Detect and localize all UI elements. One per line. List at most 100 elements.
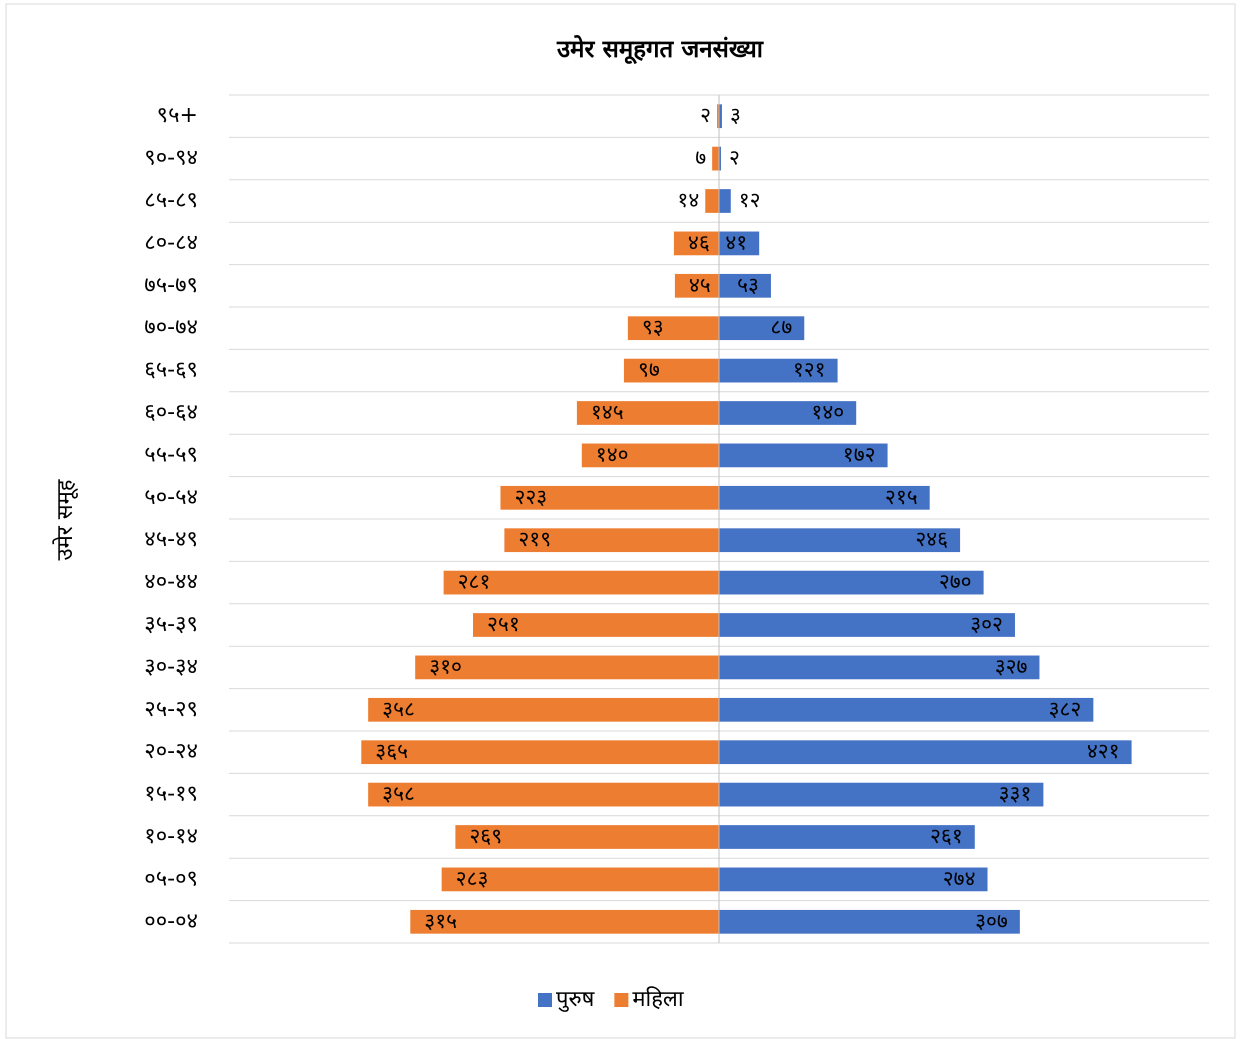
chart-title: उमेर समूहगत जनसंख्या xyxy=(556,35,764,65)
y-tick-label: ०५-०९ xyxy=(144,866,198,891)
data-label: २५१ xyxy=(487,612,520,636)
data-label: १४ xyxy=(677,188,699,212)
bar xyxy=(576,401,719,425)
bar xyxy=(581,443,719,468)
bar xyxy=(473,613,719,637)
data-label: ३६५ xyxy=(375,739,408,763)
bar xyxy=(623,358,719,383)
data-label: २२३ xyxy=(514,485,547,509)
bar xyxy=(719,613,1015,637)
data-label: ७ xyxy=(695,146,706,170)
bar xyxy=(719,401,857,425)
data-label: ४१ xyxy=(725,230,747,254)
y-tick-label: ८५-८९ xyxy=(144,188,198,213)
legend-swatch xyxy=(538,993,552,1007)
bar xyxy=(673,231,719,256)
legend-label: पुरुष xyxy=(556,987,596,1012)
bar xyxy=(719,358,838,383)
y-tick-label: ००-०४ xyxy=(144,909,198,934)
data-label: ९३ xyxy=(642,315,664,339)
data-label: १४० xyxy=(811,400,844,424)
bar xyxy=(719,189,731,213)
data-label: २ xyxy=(700,103,711,127)
data-label: १४५ xyxy=(591,400,624,424)
bar xyxy=(712,146,719,171)
bar xyxy=(455,825,719,849)
bar xyxy=(719,273,771,298)
data-label: ३०२ xyxy=(970,612,1003,636)
data-label: ४२१ xyxy=(1087,739,1120,763)
data-label: ५३ xyxy=(737,273,759,297)
bar xyxy=(719,104,722,129)
data-label: २१९ xyxy=(518,527,551,551)
bar xyxy=(368,697,719,722)
data-label: २ xyxy=(729,146,740,170)
bar xyxy=(415,655,719,680)
data-label: ८७ xyxy=(770,315,792,339)
legend-swatch xyxy=(614,993,629,1007)
y-axis-label: उमेर समूह xyxy=(52,479,79,560)
bar xyxy=(719,782,1044,807)
chart-frame xyxy=(5,3,1236,1039)
bar xyxy=(627,316,719,341)
y-tick-label: २५-२९ xyxy=(144,697,198,722)
y-tick-label: ७५-७९ xyxy=(144,273,198,298)
bar xyxy=(719,443,888,468)
bar xyxy=(719,316,805,341)
data-label: १२१ xyxy=(793,358,826,382)
data-label: ३१० xyxy=(429,654,462,678)
data-label: १२ xyxy=(739,188,761,212)
bar xyxy=(410,909,719,934)
data-label: २१५ xyxy=(885,485,918,509)
bar xyxy=(368,782,719,807)
data-label: २८३ xyxy=(456,866,489,890)
data-label: ३२७ xyxy=(995,654,1028,678)
data-label: २७४ xyxy=(943,866,976,890)
y-tick-label: ९५+ xyxy=(157,103,198,128)
data-label: ३५८ xyxy=(382,782,415,806)
bar xyxy=(443,570,719,595)
y-tick-label: ६५-६९ xyxy=(144,358,198,383)
y-tick-label: ४५-४९ xyxy=(144,527,198,552)
data-label: १४० xyxy=(596,442,629,466)
bar xyxy=(719,570,984,595)
bar xyxy=(719,697,1094,722)
data-label: ३५८ xyxy=(382,697,415,721)
data-label: ४५ xyxy=(689,273,711,297)
data-label: २७० xyxy=(939,570,972,594)
bar xyxy=(717,104,719,129)
data-label: ४६ xyxy=(688,230,710,254)
bar xyxy=(719,655,1040,680)
data-label: ३१५ xyxy=(424,909,457,933)
y-tick-label: १०-१४ xyxy=(144,824,198,849)
y-tick-label: ४०-४४ xyxy=(144,570,198,595)
data-label: २६१ xyxy=(930,824,963,848)
data-label: १७२ xyxy=(843,442,876,466)
data-label: २४६ xyxy=(915,527,948,551)
bar xyxy=(441,867,719,892)
bar xyxy=(504,528,719,553)
y-tick-label: ५०-५४ xyxy=(144,485,198,510)
data-label: २८१ xyxy=(458,570,491,594)
data-label: ३३१ xyxy=(999,782,1032,806)
data-label: ३८२ xyxy=(1049,697,1082,721)
bar xyxy=(719,909,1020,934)
y-tick-label: ३०-३४ xyxy=(144,654,198,679)
y-tick-label: ५५-५९ xyxy=(144,442,198,467)
y-tick-label: २०-२४ xyxy=(144,739,198,764)
y-tick-label: १५-१९ xyxy=(144,782,198,807)
bar xyxy=(719,146,721,171)
y-tick-label: ९०-९४ xyxy=(144,146,198,171)
bar xyxy=(674,273,719,298)
y-tick-label: ३५-३९ xyxy=(144,612,198,637)
bar xyxy=(719,231,760,256)
bar xyxy=(719,485,930,510)
y-tick-label: ८०-८४ xyxy=(144,230,198,255)
bar xyxy=(719,528,961,553)
y-tick-label: ६०-६४ xyxy=(144,400,198,425)
bar xyxy=(719,740,1132,765)
bar xyxy=(500,485,719,510)
bar xyxy=(719,825,975,849)
bar xyxy=(361,740,719,765)
